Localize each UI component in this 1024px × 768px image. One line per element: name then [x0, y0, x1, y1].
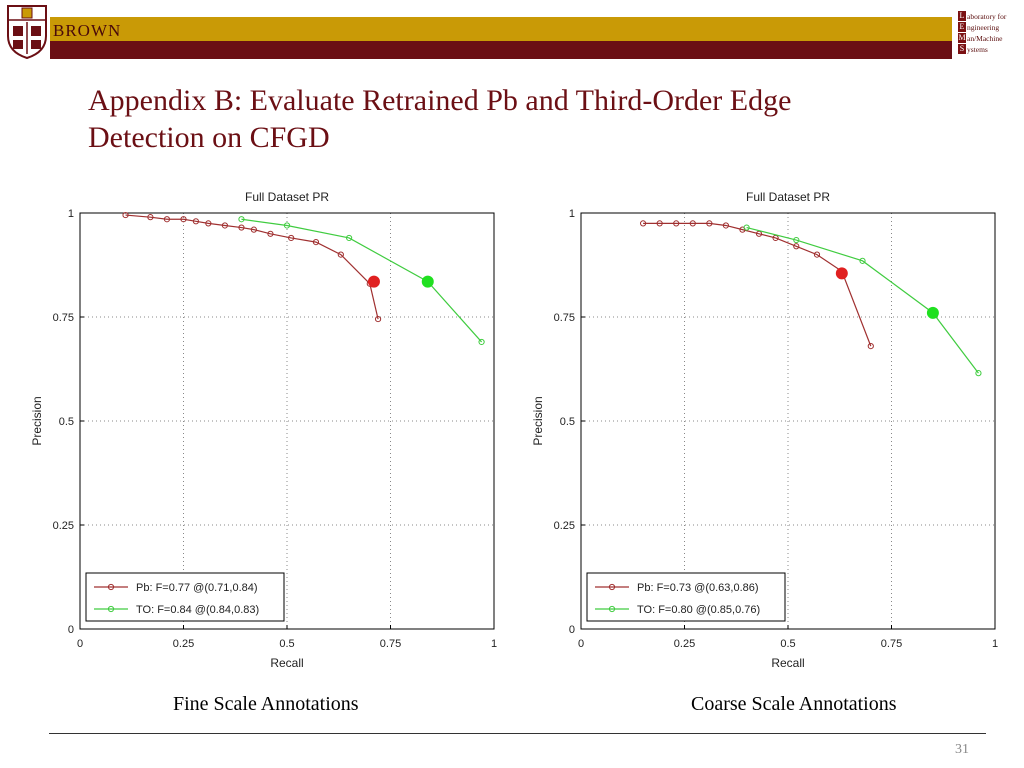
series-line	[746, 226, 979, 374]
best-f-point	[421, 275, 434, 288]
data-point	[346, 234, 353, 242]
data-point	[743, 224, 750, 231]
slide-title-line: Detection on CFGD	[88, 121, 330, 154]
legend-swatch-marker	[107, 583, 115, 591]
x-axis-label: Recall	[270, 656, 303, 668]
slide-title: Appendix B: Evaluate Retrained Pb and Th…	[88, 82, 908, 156]
data-point	[122, 211, 129, 219]
x-tick-label: 0.5	[279, 638, 294, 650]
chart-title: Full Dataset PR	[245, 190, 329, 204]
x-axis-label: Recall	[771, 656, 804, 668]
series-line	[241, 218, 483, 343]
legend-swatch-marker	[608, 583, 616, 591]
chart-panel-coarse: Full Dataset PR 0 0.25 0.5 0.75 1 0 0.25 0.5 0.75…	[528, 180, 1008, 668]
y-tick-label: 0.5	[560, 416, 575, 428]
best-f-point	[835, 267, 848, 280]
chart-panel-fine: Full Dataset PR 0 0.25 0.5 0.75 1 0 0.25 0.5 0.75…	[27, 180, 507, 668]
footer-rule	[49, 733, 986, 734]
pr-chart-coarse: Full Dataset PR 0 0.25 0.5 0.75 1 0 0.25 0.5 0.75…	[531, 190, 998, 668]
data-point	[656, 220, 663, 227]
x-tick-label: 0.75	[380, 638, 401, 650]
legend-swatch-marker	[107, 605, 115, 613]
data-point	[859, 257, 866, 264]
legend-entry: Pb: F=0.77 @(0.71,0.84)	[136, 582, 258, 594]
x-tick-label: 1	[491, 638, 497, 650]
brand-wordmark: BROWN	[53, 21, 122, 40]
header-maroon-band	[50, 41, 952, 59]
data-point	[706, 220, 713, 227]
data-point	[163, 216, 171, 223]
legend-entry: Pb: F=0.73 @(0.63,0.86)	[637, 582, 759, 594]
data-point	[689, 220, 696, 227]
header-gold-band	[50, 17, 952, 41]
x-tick-label: 0.25	[173, 638, 194, 650]
legend-swatch-marker	[608, 605, 616, 613]
data-point	[238, 224, 245, 231]
data-point	[793, 236, 800, 244]
y-tick-label: 0	[569, 624, 575, 636]
y-axis-label: Precision	[30, 396, 44, 445]
data-point	[267, 230, 274, 237]
y-tick-label: 0.25	[554, 520, 575, 532]
caption-coarse: Coarse Scale Annotations	[691, 693, 897, 715]
y-tick-label: 0.75	[554, 312, 575, 324]
x-tick-label: 1	[992, 638, 998, 650]
x-tick-label: 0.75	[881, 638, 902, 650]
data-point	[192, 218, 200, 225]
data-point	[722, 222, 729, 229]
data-point	[205, 220, 212, 227]
x-tick-label: 0.25	[674, 638, 695, 650]
data-point	[813, 251, 821, 258]
data-point	[180, 216, 187, 223]
data-point	[250, 226, 257, 233]
data-point	[975, 370, 982, 377]
y-axis-label: Precision	[531, 396, 545, 445]
data-point	[221, 222, 228, 229]
data-point	[793, 243, 800, 250]
x-tick-label: 0.5	[780, 638, 795, 650]
data-point	[478, 338, 485, 346]
x-tick-label: 0	[77, 638, 83, 650]
y-tick-label: 1	[68, 208, 74, 220]
page-number: 31	[955, 742, 969, 757]
data-point	[867, 343, 874, 350]
pr-chart-fine: Full Dataset PR 0 0.25 0.5 0.75 1 0 0.25 0.5 0.75…	[30, 190, 497, 668]
data-point	[147, 214, 154, 221]
series-line	[125, 214, 379, 320]
legend-entry: TO: F=0.80 @(0.85,0.76)	[637, 604, 760, 616]
legend-entry: TO: F=0.84 @(0.84,0.83)	[136, 604, 259, 616]
slide-title-line: Appendix B: Evaluate Retrained Pb and Th…	[88, 84, 792, 117]
data-point	[374, 315, 382, 323]
lab-line: Man/Machine	[958, 33, 1003, 43]
legend-box	[586, 572, 786, 622]
y-tick-label: 0.5	[59, 416, 74, 428]
data-point	[673, 220, 680, 227]
data-point	[312, 239, 320, 246]
y-tick-label: 1	[569, 208, 575, 220]
caption-fine: Fine Scale Annotations	[173, 693, 359, 715]
chart-title: Full Dataset PR	[746, 190, 830, 204]
x-tick-label: 0	[578, 638, 584, 650]
y-tick-label: 0.25	[53, 520, 74, 532]
header-bar	[50, 17, 952, 59]
university-shield-logo	[7, 5, 47, 60]
data-point	[283, 222, 291, 229]
data-point	[640, 220, 647, 227]
y-tick-label: 0	[68, 624, 74, 636]
data-point	[288, 234, 295, 242]
best-f-point	[367, 275, 380, 288]
data-point	[238, 216, 245, 223]
y-tick-label: 0.75	[53, 312, 74, 324]
legend-box	[85, 572, 285, 622]
best-f-point	[926, 306, 939, 319]
series-line	[643, 222, 872, 347]
data-point	[337, 251, 344, 258]
